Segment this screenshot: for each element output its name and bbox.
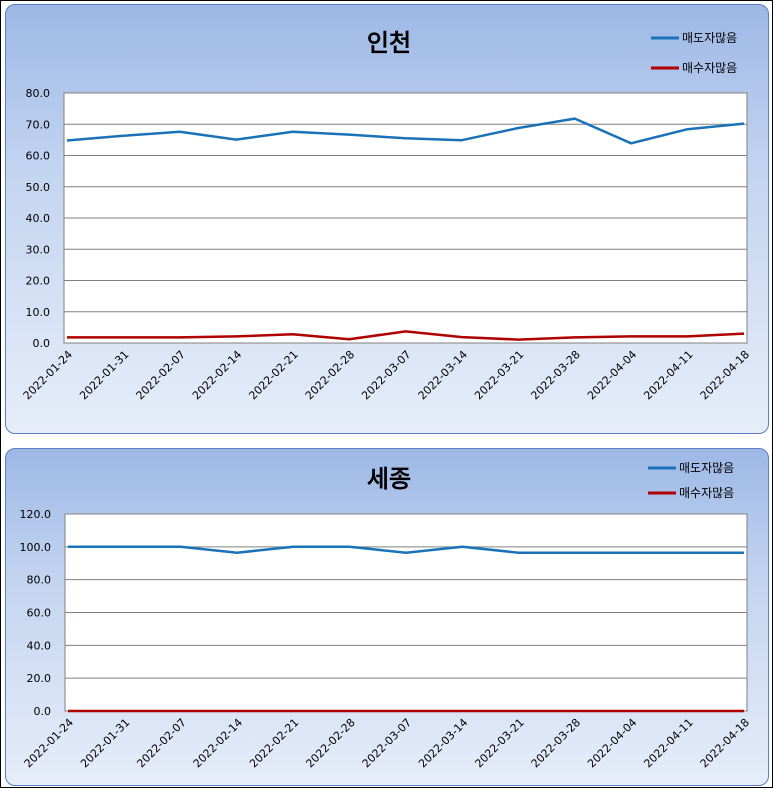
x-tick-label: 2022-02-07 xyxy=(134,716,188,770)
series-line-seller xyxy=(66,117,745,145)
chart-panel-incheon: 0.0 10.0 20.0 30.0 40.0 50.0 60.0 70.0 80.0 2022-… xyxy=(5,4,769,434)
legend-label: 매수자많음 xyxy=(679,486,734,500)
y-tick-label: 0.0 xyxy=(33,337,51,350)
x-tick-label: 2022-02-14 xyxy=(191,716,245,770)
x-tick-label: 2022-01-24 xyxy=(22,716,76,770)
chart-title: 세종 xyxy=(367,465,411,493)
x-tick-label: 2022-03-07 xyxy=(360,716,414,770)
x-tick-label: 2022-04-11 xyxy=(641,348,695,402)
x-tick-label: 2022-02-21 xyxy=(246,348,300,402)
legend-label: 매도자많음 xyxy=(679,461,734,475)
x-tick-label: 2022-02-21 xyxy=(247,716,301,770)
series-line-seller xyxy=(68,545,744,554)
x-tick-label: 2022-03-21 xyxy=(472,348,526,402)
y-tick-label: 20.0 xyxy=(26,275,51,288)
chart-svg-incheon: 0.0 10.0 20.0 30.0 40.0 50.0 60.0 70.0 80.0 2022-… xyxy=(21,29,752,402)
chart-panel-sejong: 0.0 20.0 40.0 60.0 80.0 100.0 120.0 2022-01-24 2… xyxy=(5,448,769,786)
y-tick-label: 80.0 xyxy=(26,87,51,100)
x-tick-label: 2022-04-04 xyxy=(585,716,639,770)
x-tick-label: 2022-04-04 xyxy=(585,348,639,402)
y-tick-label: 120.0 xyxy=(20,508,52,521)
chart-title: 인천 xyxy=(367,29,411,57)
y-tick-label: 40.0 xyxy=(26,212,51,225)
x-tick-label: 2022-01-31 xyxy=(78,716,132,770)
y-tick-label: 100.0 xyxy=(20,541,52,554)
y-tick-label: 60.0 xyxy=(27,607,52,620)
legend-label: 매수자많음 xyxy=(682,61,737,75)
x-tick-label: 2022-02-28 xyxy=(303,348,357,402)
x-tick-label: 2022-04-18 xyxy=(698,348,752,402)
x-tick-label: 2022-01-31 xyxy=(77,348,131,402)
x-tick-label: 2022-03-28 xyxy=(529,716,583,770)
x-tick-label: 2022-03-14 xyxy=(416,716,470,770)
y-tick-label: 70.0 xyxy=(26,118,51,131)
x-tick-label: 2022-01-24 xyxy=(21,348,75,402)
y-tick-label: 10.0 xyxy=(26,306,51,319)
x-tick-label: 2022-02-07 xyxy=(134,348,188,402)
x-tick-label: 2022-04-11 xyxy=(641,716,695,770)
y-tick-label: 50.0 xyxy=(26,181,51,194)
y-tick-label: 30.0 xyxy=(26,243,51,256)
legend-label: 매도자많음 xyxy=(682,31,737,45)
x-tick-label: 2022-04-18 xyxy=(698,716,752,770)
x-tick-label: 2022-02-28 xyxy=(303,716,357,770)
y-tick-label: 80.0 xyxy=(27,574,52,587)
y-tick-label: 0.0 xyxy=(34,705,52,718)
x-tick-label: 2022-03-07 xyxy=(359,348,413,402)
x-tick-label: 2022-03-21 xyxy=(472,716,526,770)
series-line-buyer xyxy=(67,330,745,341)
x-tick-label: 2022-02-14 xyxy=(190,348,244,402)
y-tick-label: 40.0 xyxy=(27,639,52,652)
x-tick-label: 2022-03-28 xyxy=(528,348,582,402)
y-tick-label: 20.0 xyxy=(27,672,52,685)
x-tick-label: 2022-03-14 xyxy=(416,348,470,402)
y-tick-label: 60.0 xyxy=(26,150,51,163)
